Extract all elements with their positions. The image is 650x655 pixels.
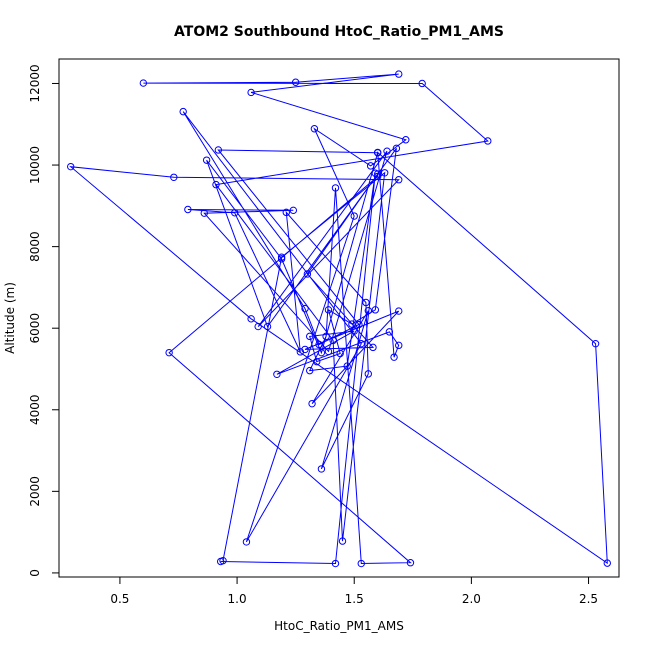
x-tick-label: 1.0 xyxy=(228,592,247,606)
data-point xyxy=(331,559,340,568)
data-point xyxy=(383,147,391,155)
data-point xyxy=(67,162,75,171)
data-point xyxy=(289,206,298,215)
data-point xyxy=(373,172,382,181)
data-point xyxy=(392,144,401,153)
data-point xyxy=(231,209,239,217)
y-tick-label: 4000 xyxy=(28,394,42,425)
data-point xyxy=(484,137,492,145)
plot-layer: 0.5 1.0 1.5 2.0 2.5 0 2000 4000 6000 8000 10000 120… xyxy=(28,64,611,606)
data-point xyxy=(315,340,323,349)
data-point xyxy=(254,322,262,331)
data-point xyxy=(338,537,347,545)
data-point xyxy=(364,306,372,315)
data-point xyxy=(371,306,380,314)
data-point xyxy=(322,332,330,341)
data-point xyxy=(313,357,321,366)
x-tick-label: 0.5 xyxy=(110,592,129,606)
data-point xyxy=(406,559,415,567)
data-point xyxy=(373,149,382,157)
data-point xyxy=(242,538,251,546)
data-point xyxy=(395,176,403,184)
data-point xyxy=(219,556,227,565)
data-point xyxy=(366,162,375,170)
y-tick-label: 12000 xyxy=(28,64,42,102)
data-point xyxy=(364,370,372,378)
data-point xyxy=(200,209,208,217)
x-tick-label: 2.5 xyxy=(579,592,598,606)
data-point xyxy=(303,270,312,278)
data-point xyxy=(282,208,290,217)
data-point xyxy=(212,180,220,189)
data-point xyxy=(591,339,600,348)
data-point xyxy=(263,322,272,331)
y-axis-label: Altitude (m) xyxy=(3,282,17,354)
data-point xyxy=(139,79,148,87)
data-point xyxy=(273,370,281,378)
data-point xyxy=(369,343,377,352)
x-tick-label: 1.5 xyxy=(345,592,364,606)
data-point xyxy=(395,341,403,350)
data-point xyxy=(317,465,326,473)
x-axis-label: HtoC_Ratio_PM1_AMS xyxy=(274,619,404,633)
data-point xyxy=(317,348,326,357)
data-point xyxy=(308,399,316,408)
series-line xyxy=(69,73,608,565)
data-point xyxy=(402,136,410,144)
x-tick-label: 2.0 xyxy=(462,592,481,606)
data-point xyxy=(291,78,300,86)
data-point xyxy=(170,173,178,181)
data-point xyxy=(395,70,403,78)
y-tick-label: 6000 xyxy=(28,313,42,344)
data-point xyxy=(418,79,426,88)
data-point xyxy=(324,306,333,314)
data-point xyxy=(603,559,611,567)
data-point xyxy=(357,559,365,568)
y-tick-label: 10000 xyxy=(28,146,42,184)
data-point xyxy=(179,107,187,116)
data-point xyxy=(324,347,333,356)
y-tick-label: 2000 xyxy=(28,476,42,507)
y-tick-label: 8000 xyxy=(28,231,42,262)
data-point xyxy=(306,332,314,341)
data-point xyxy=(343,362,351,370)
data-point xyxy=(310,125,319,133)
data-point xyxy=(331,184,340,192)
data-point xyxy=(306,366,314,375)
data-point xyxy=(301,304,309,313)
data-point xyxy=(329,336,337,345)
chart-title: ATOM2 Southbound HtoC_Ratio_PM1_AMS xyxy=(174,24,504,40)
data-point xyxy=(362,298,370,307)
data-point xyxy=(395,307,403,315)
y-tick-label: 0 xyxy=(28,569,42,577)
data-point xyxy=(380,169,389,177)
data-point xyxy=(350,212,358,220)
data-point xyxy=(390,353,398,361)
data-point xyxy=(247,315,255,323)
data-point xyxy=(350,327,358,335)
data-point xyxy=(214,146,223,154)
data-point xyxy=(355,320,363,329)
data-point xyxy=(373,170,382,178)
data-point xyxy=(296,348,305,356)
data-point xyxy=(357,339,365,348)
data-point xyxy=(165,348,173,357)
data-point xyxy=(336,349,344,358)
data-point xyxy=(184,205,192,214)
plot-frame xyxy=(58,58,620,578)
x-axis: 0.5 1.0 1.5 2.0 2.5 xyxy=(110,577,598,606)
data-point xyxy=(385,328,394,336)
y-axis: 0 2000 4000 6000 8000 10000 12000 xyxy=(28,64,59,577)
data-point xyxy=(247,88,255,97)
data-point xyxy=(277,253,286,261)
data-point xyxy=(348,320,356,328)
data-point xyxy=(202,156,211,164)
